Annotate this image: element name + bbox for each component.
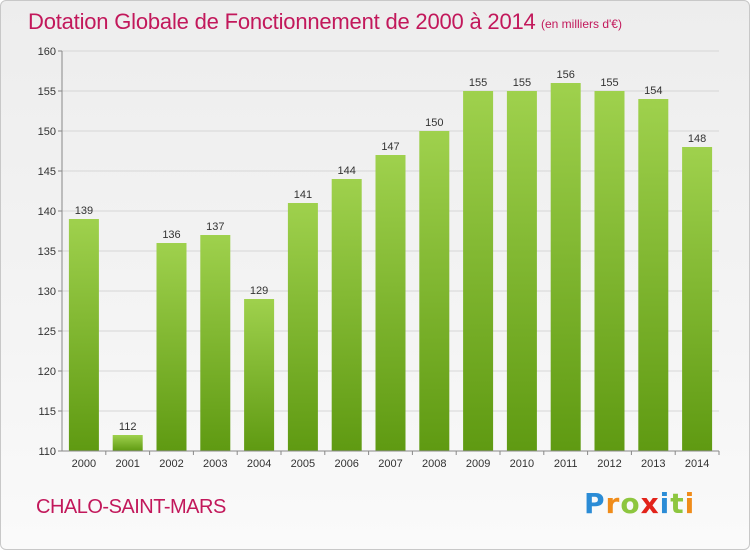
bar [375,155,406,451]
x-tick-label: 2010 [510,458,534,470]
bars [68,83,713,451]
value-label: 150 [425,117,443,129]
y-tick-label: 135 [38,246,56,258]
value-label: 155 [469,77,487,89]
logo-letter: P [584,487,606,520]
bar [506,91,537,451]
bar [331,179,362,451]
x-tick-label: 2009 [466,458,490,470]
y-tick-label: 150 [38,126,56,138]
logo-letter: t [670,487,685,520]
value-labels: 139 112 136 137 129 141 144 147 150 155 155 156 155 1… [75,69,707,433]
value-label: 139 [75,205,93,217]
bar [244,299,275,451]
x-tick-label: 2013 [641,458,665,470]
bar [68,219,99,451]
bar [594,91,625,451]
bar [287,203,318,451]
bar [200,235,231,451]
logo-letter: i [659,487,671,520]
logo-letter: r [605,487,621,520]
value-label: 137 [206,221,224,233]
axes: 110 115 120 125 130 135 140 145 150 155 160 2000 200… [38,46,720,470]
bar [638,99,669,451]
y-tick-label: 120 [38,366,56,378]
value-label: 129 [250,285,268,297]
x-tick-label: 2012 [597,458,621,470]
value-label: 112 [119,421,137,433]
y-tick-label: 160 [38,46,56,58]
y-tick-label: 125 [38,326,56,338]
y-tick-label: 110 [38,446,56,458]
x-tick-label: 2006 [334,458,358,470]
x-tick-label: 2014 [685,458,709,470]
bar [419,131,450,451]
x-tick-label: 2002 [159,458,183,470]
x-tick-label: 2001 [115,458,139,470]
value-label: 136 [162,229,180,241]
bar [550,83,581,451]
x-tick-label: 2007 [378,458,402,470]
bar [682,147,713,451]
bar [156,243,187,451]
logo-letter: o [620,487,641,520]
x-tick-label: 2008 [422,458,446,470]
value-label: 144 [338,165,356,177]
chart-unit: (en milliers d'€) [541,17,622,31]
value-label: 155 [513,77,531,89]
bar [463,91,494,451]
value-label: 155 [600,77,618,89]
x-tick-label: 2003 [203,458,227,470]
x-tick-label: 2005 [291,458,315,470]
value-label: 154 [644,85,662,97]
logo-letter: i [684,487,696,520]
value-label: 148 [688,133,706,145]
y-tick-label: 130 [38,286,56,298]
y-tick-label: 140 [38,206,56,218]
x-tick-label: 2000 [72,458,96,470]
x-tick-label: 2011 [554,458,578,470]
proxiti-logo: Proxiti [584,487,695,520]
value-label: 147 [381,141,399,153]
y-tick-label: 115 [38,406,56,418]
value-label: 156 [557,69,575,81]
value-label: 141 [294,189,312,201]
y-tick-label: 155 [38,86,56,98]
x-tick-label: 2004 [247,458,271,470]
bar [112,435,143,451]
logo-letter: x [640,487,660,520]
city-name: CHALO-SAINT-MARS [36,496,226,518]
chart-title: Dotation Globale de Fonctionnement de 20… [28,9,536,34]
y-tick-label: 145 [38,166,56,178]
